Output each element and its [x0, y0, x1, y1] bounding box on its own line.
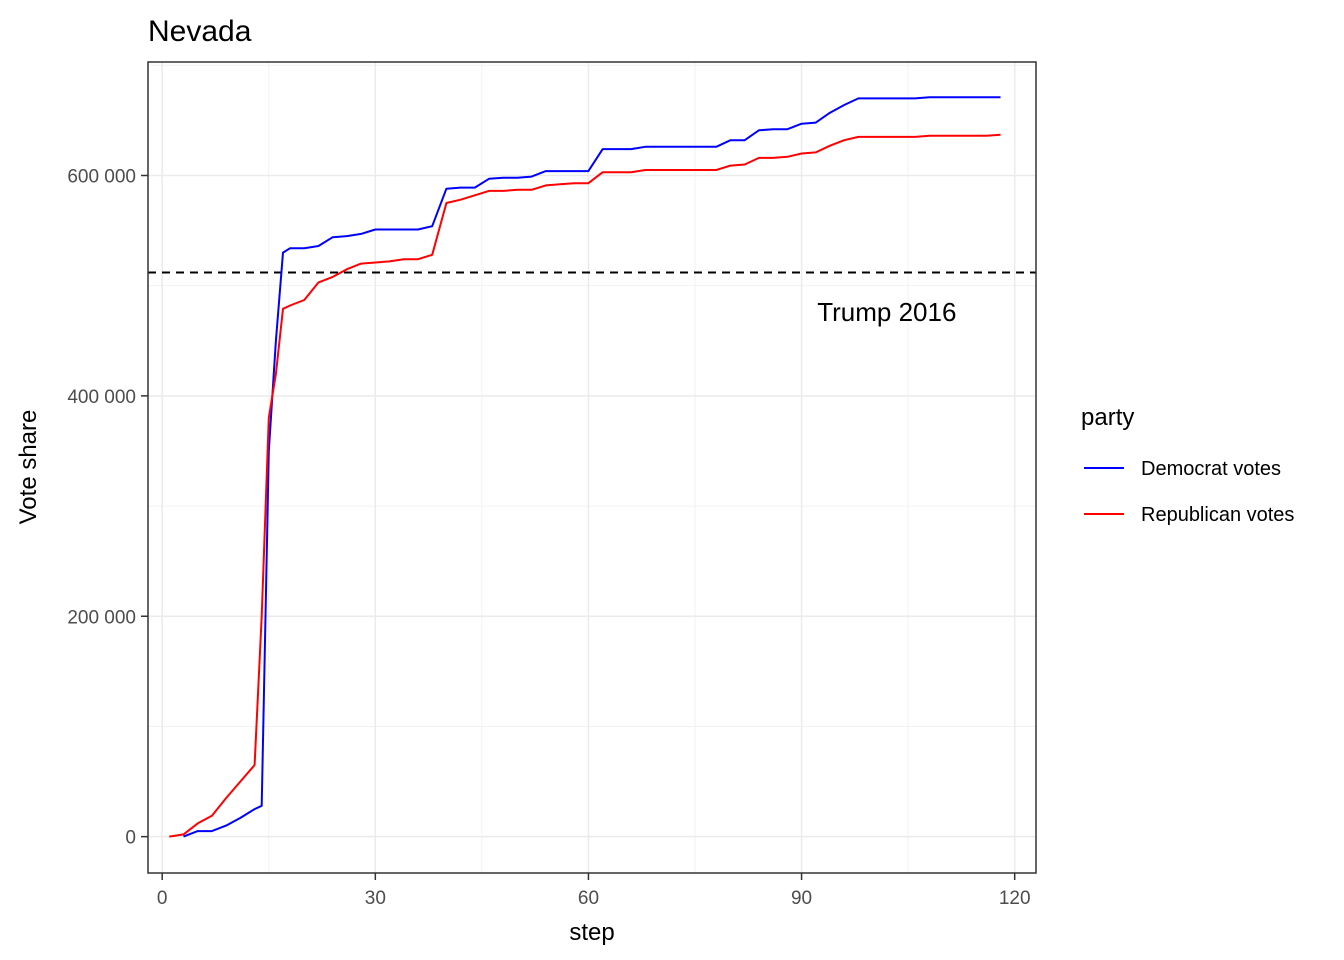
minor-gridlines — [148, 62, 1036, 873]
x-axis: 0 30 60 90 120 — [157, 873, 1031, 909]
x-tick-label: 60 — [578, 888, 599, 909]
y-tick-label: 0 — [125, 828, 136, 849]
reference-line-label: Trump 2016 — [817, 297, 956, 327]
y-axis: 0 200 000 400 000 600 000 — [67, 166, 148, 849]
series-line-republican-votes — [169, 133, 1001, 838]
x-axis-title: step — [569, 919, 614, 946]
legend-label-democrat-votes: Democrat votes — [1141, 458, 1281, 480]
x-tick-label: 30 — [365, 888, 386, 909]
series-lines — [169, 96, 1001, 838]
legend-title: party — [1081, 404, 1134, 431]
legend-label-republican-votes: Republican votes — [1141, 504, 1294, 526]
legend: party Democrat votes Republican votes — [1081, 404, 1294, 526]
y-axis-title: Vote share — [15, 410, 42, 525]
y-tick-label: 400 000 — [67, 387, 136, 408]
x-tick-label: 90 — [791, 888, 812, 909]
y-tick-label: 600 000 — [67, 166, 136, 187]
series-line-democrat-votes — [183, 96, 1001, 838]
legend-items: Democrat votes Republican votes — [1084, 458, 1294, 526]
x-tick-label: 0 — [157, 888, 168, 909]
major-gridlines — [148, 62, 1036, 873]
chart-title: Nevada — [148, 15, 252, 48]
x-tick-label: 120 — [999, 888, 1031, 909]
plot-panel-border — [147, 61, 1037, 874]
reference-line-group: Trump 2016 — [148, 271, 1036, 327]
y-tick-label: 200 000 — [67, 607, 136, 628]
